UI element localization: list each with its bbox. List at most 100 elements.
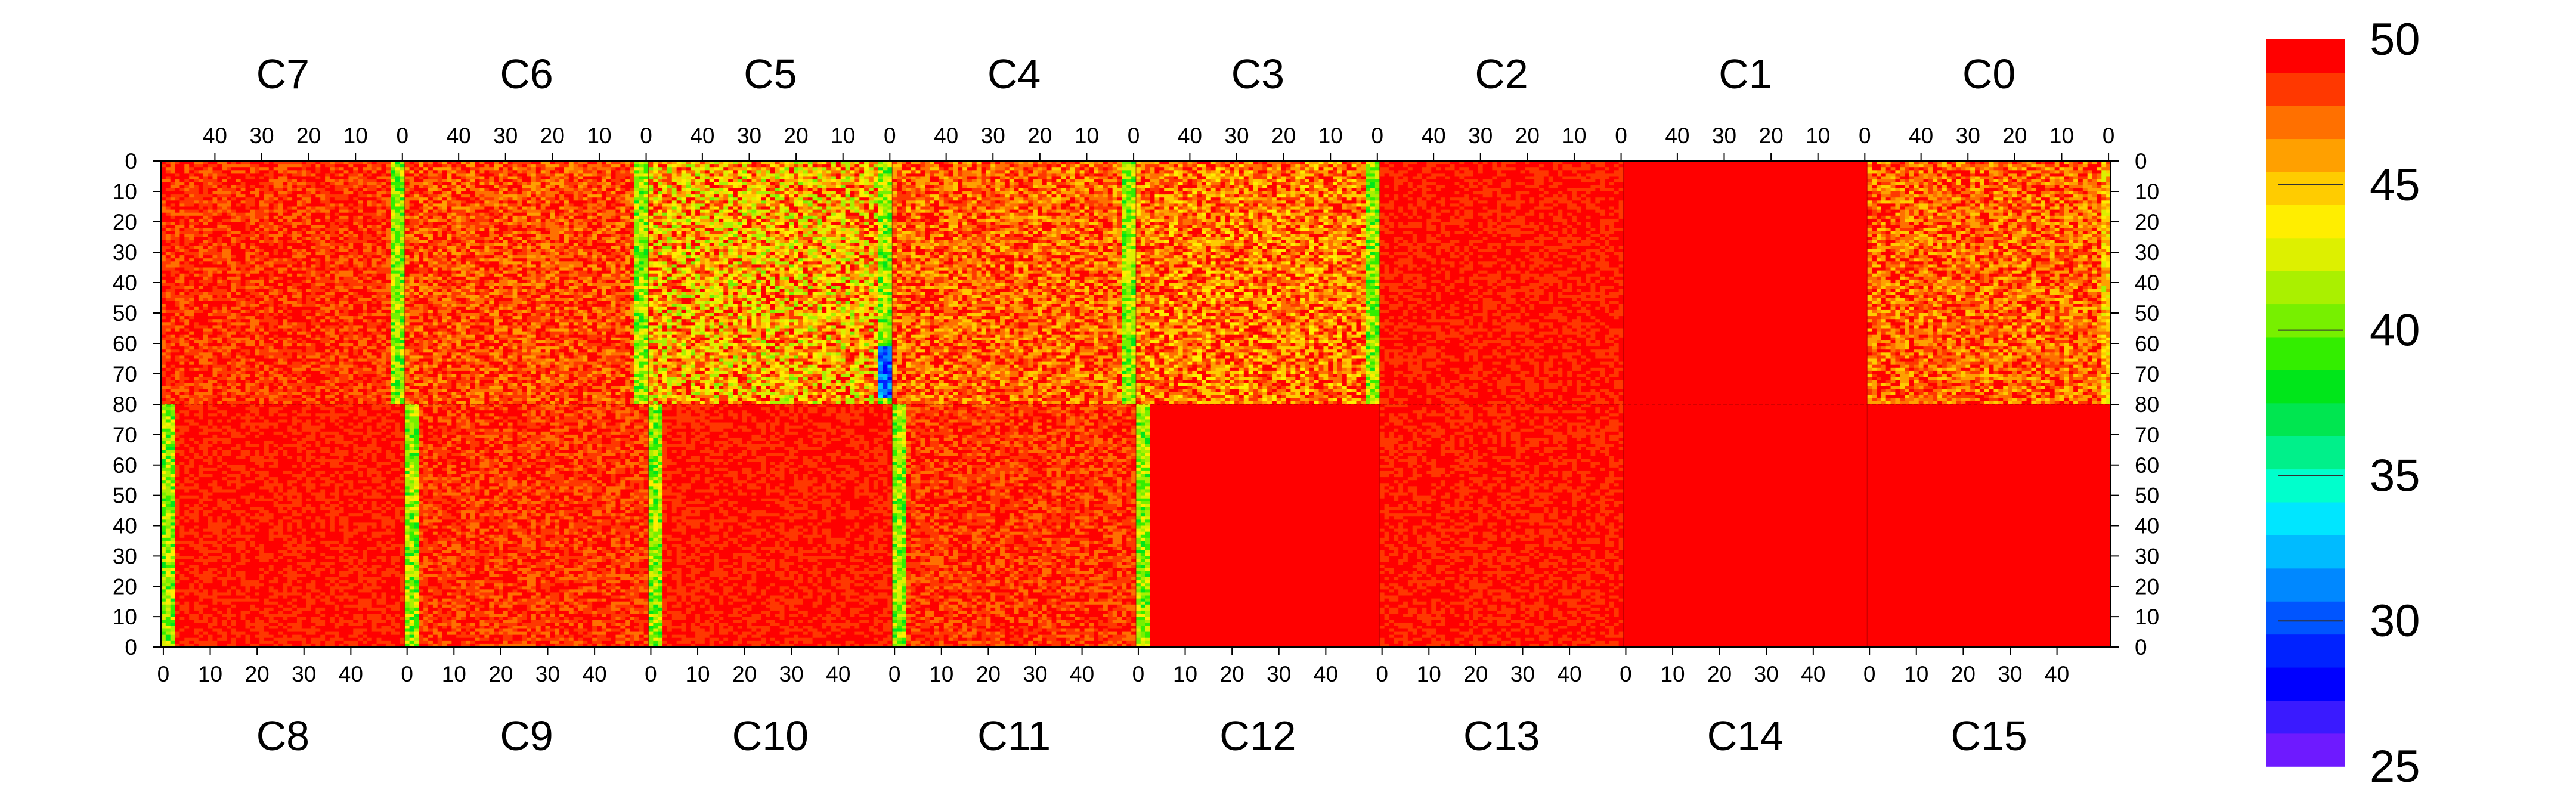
heat-cell xyxy=(231,188,236,192)
heat-cell xyxy=(179,237,184,241)
heat-cell xyxy=(171,280,175,283)
heat-cell xyxy=(179,173,184,177)
heat-cell xyxy=(250,307,255,311)
heat-cell xyxy=(203,203,208,207)
heat-cell xyxy=(208,371,213,374)
heat-cell xyxy=(278,246,283,250)
heat-cell xyxy=(203,237,208,241)
heat-cell xyxy=(199,322,203,326)
heat-cell xyxy=(231,261,236,265)
heat-cell xyxy=(292,352,297,356)
heat-cell xyxy=(166,197,171,201)
heat-cell xyxy=(264,225,269,228)
heat-cell xyxy=(231,338,236,341)
heat-cell xyxy=(166,191,171,195)
heat-cell xyxy=(175,207,180,210)
heat-cell xyxy=(231,380,236,383)
heat-cell xyxy=(175,222,180,225)
heat-cell xyxy=(227,368,231,371)
heat-cell xyxy=(194,164,199,168)
heat-cell xyxy=(166,216,171,219)
heat-cell xyxy=(212,182,217,186)
heat-cell xyxy=(245,322,250,326)
heat-cell xyxy=(166,258,171,262)
heat-cell xyxy=(208,286,213,289)
heat-cell xyxy=(222,231,227,234)
heat-cell xyxy=(222,398,227,402)
heat-cell xyxy=(245,225,250,228)
heat-cell xyxy=(194,179,199,183)
heat-cell xyxy=(166,185,171,189)
heat-cell xyxy=(222,274,227,277)
heat-cell xyxy=(194,222,199,225)
heat-cell xyxy=(179,216,184,219)
heat-cell xyxy=(222,322,227,326)
heat-cell xyxy=(287,374,292,377)
heat-cell xyxy=(255,268,259,271)
heat-cell xyxy=(250,289,255,292)
heat-cell xyxy=(250,185,255,189)
heat-cell xyxy=(227,173,231,177)
heat-cell xyxy=(241,240,246,244)
heat-cell xyxy=(161,268,166,271)
heat-cell xyxy=(222,240,227,244)
heat-cell xyxy=(241,389,246,393)
heat-cell xyxy=(161,216,166,219)
heat-cell xyxy=(287,271,292,274)
heat-cell xyxy=(283,301,287,305)
heat-cell xyxy=(203,249,208,253)
heat-cell xyxy=(269,246,274,250)
heat-cell xyxy=(171,274,175,277)
heat-cell xyxy=(250,237,255,241)
heat-cell xyxy=(287,313,292,317)
heat-cell xyxy=(189,173,194,177)
heat-cell xyxy=(171,304,175,308)
heat-cell xyxy=(264,271,269,274)
heat-cell xyxy=(269,182,274,186)
heat-cell xyxy=(278,210,283,213)
heat-cell xyxy=(283,197,287,201)
heat-cell xyxy=(208,368,213,371)
heat-cell xyxy=(222,243,227,247)
heat-cell xyxy=(278,167,283,171)
heat-cell xyxy=(259,255,264,259)
heat-cell xyxy=(184,222,189,225)
heat-cell xyxy=(184,316,189,320)
heat-cell xyxy=(166,322,171,326)
heat-cell xyxy=(212,346,217,350)
heat-cell xyxy=(161,225,166,228)
heat-cell xyxy=(203,295,208,298)
heat-cell xyxy=(283,395,287,399)
heat-cell xyxy=(241,277,246,280)
heat-cell xyxy=(222,383,227,386)
heat-cell xyxy=(161,352,166,356)
heat-cell xyxy=(217,325,222,329)
heat-cell xyxy=(199,240,203,244)
heat-cell xyxy=(171,338,175,341)
heat-cell xyxy=(189,289,194,292)
heat-cell xyxy=(179,258,184,262)
heat-cell xyxy=(287,335,292,338)
heat-cell xyxy=(227,200,231,204)
heat-cell xyxy=(179,340,184,344)
heat-cell xyxy=(212,225,217,228)
heat-cell xyxy=(208,283,213,286)
heat-cell xyxy=(269,389,274,393)
heat-cell xyxy=(171,359,175,363)
heat-cell xyxy=(189,177,194,180)
heat-cell xyxy=(255,349,259,353)
heat-cell xyxy=(212,188,217,192)
heat-cell xyxy=(250,264,255,268)
heat-cell xyxy=(184,389,189,393)
heat-cell xyxy=(227,325,231,329)
heat-cell xyxy=(274,368,278,371)
heat-cell xyxy=(278,179,283,183)
heat-cell xyxy=(278,304,283,308)
heat-cell xyxy=(217,377,222,380)
heat-cell xyxy=(212,349,217,353)
heat-cell xyxy=(250,274,255,277)
heat-cell xyxy=(208,374,213,377)
heat-cell xyxy=(227,380,231,383)
heat-cell xyxy=(269,359,274,363)
heat-cell xyxy=(222,338,227,341)
